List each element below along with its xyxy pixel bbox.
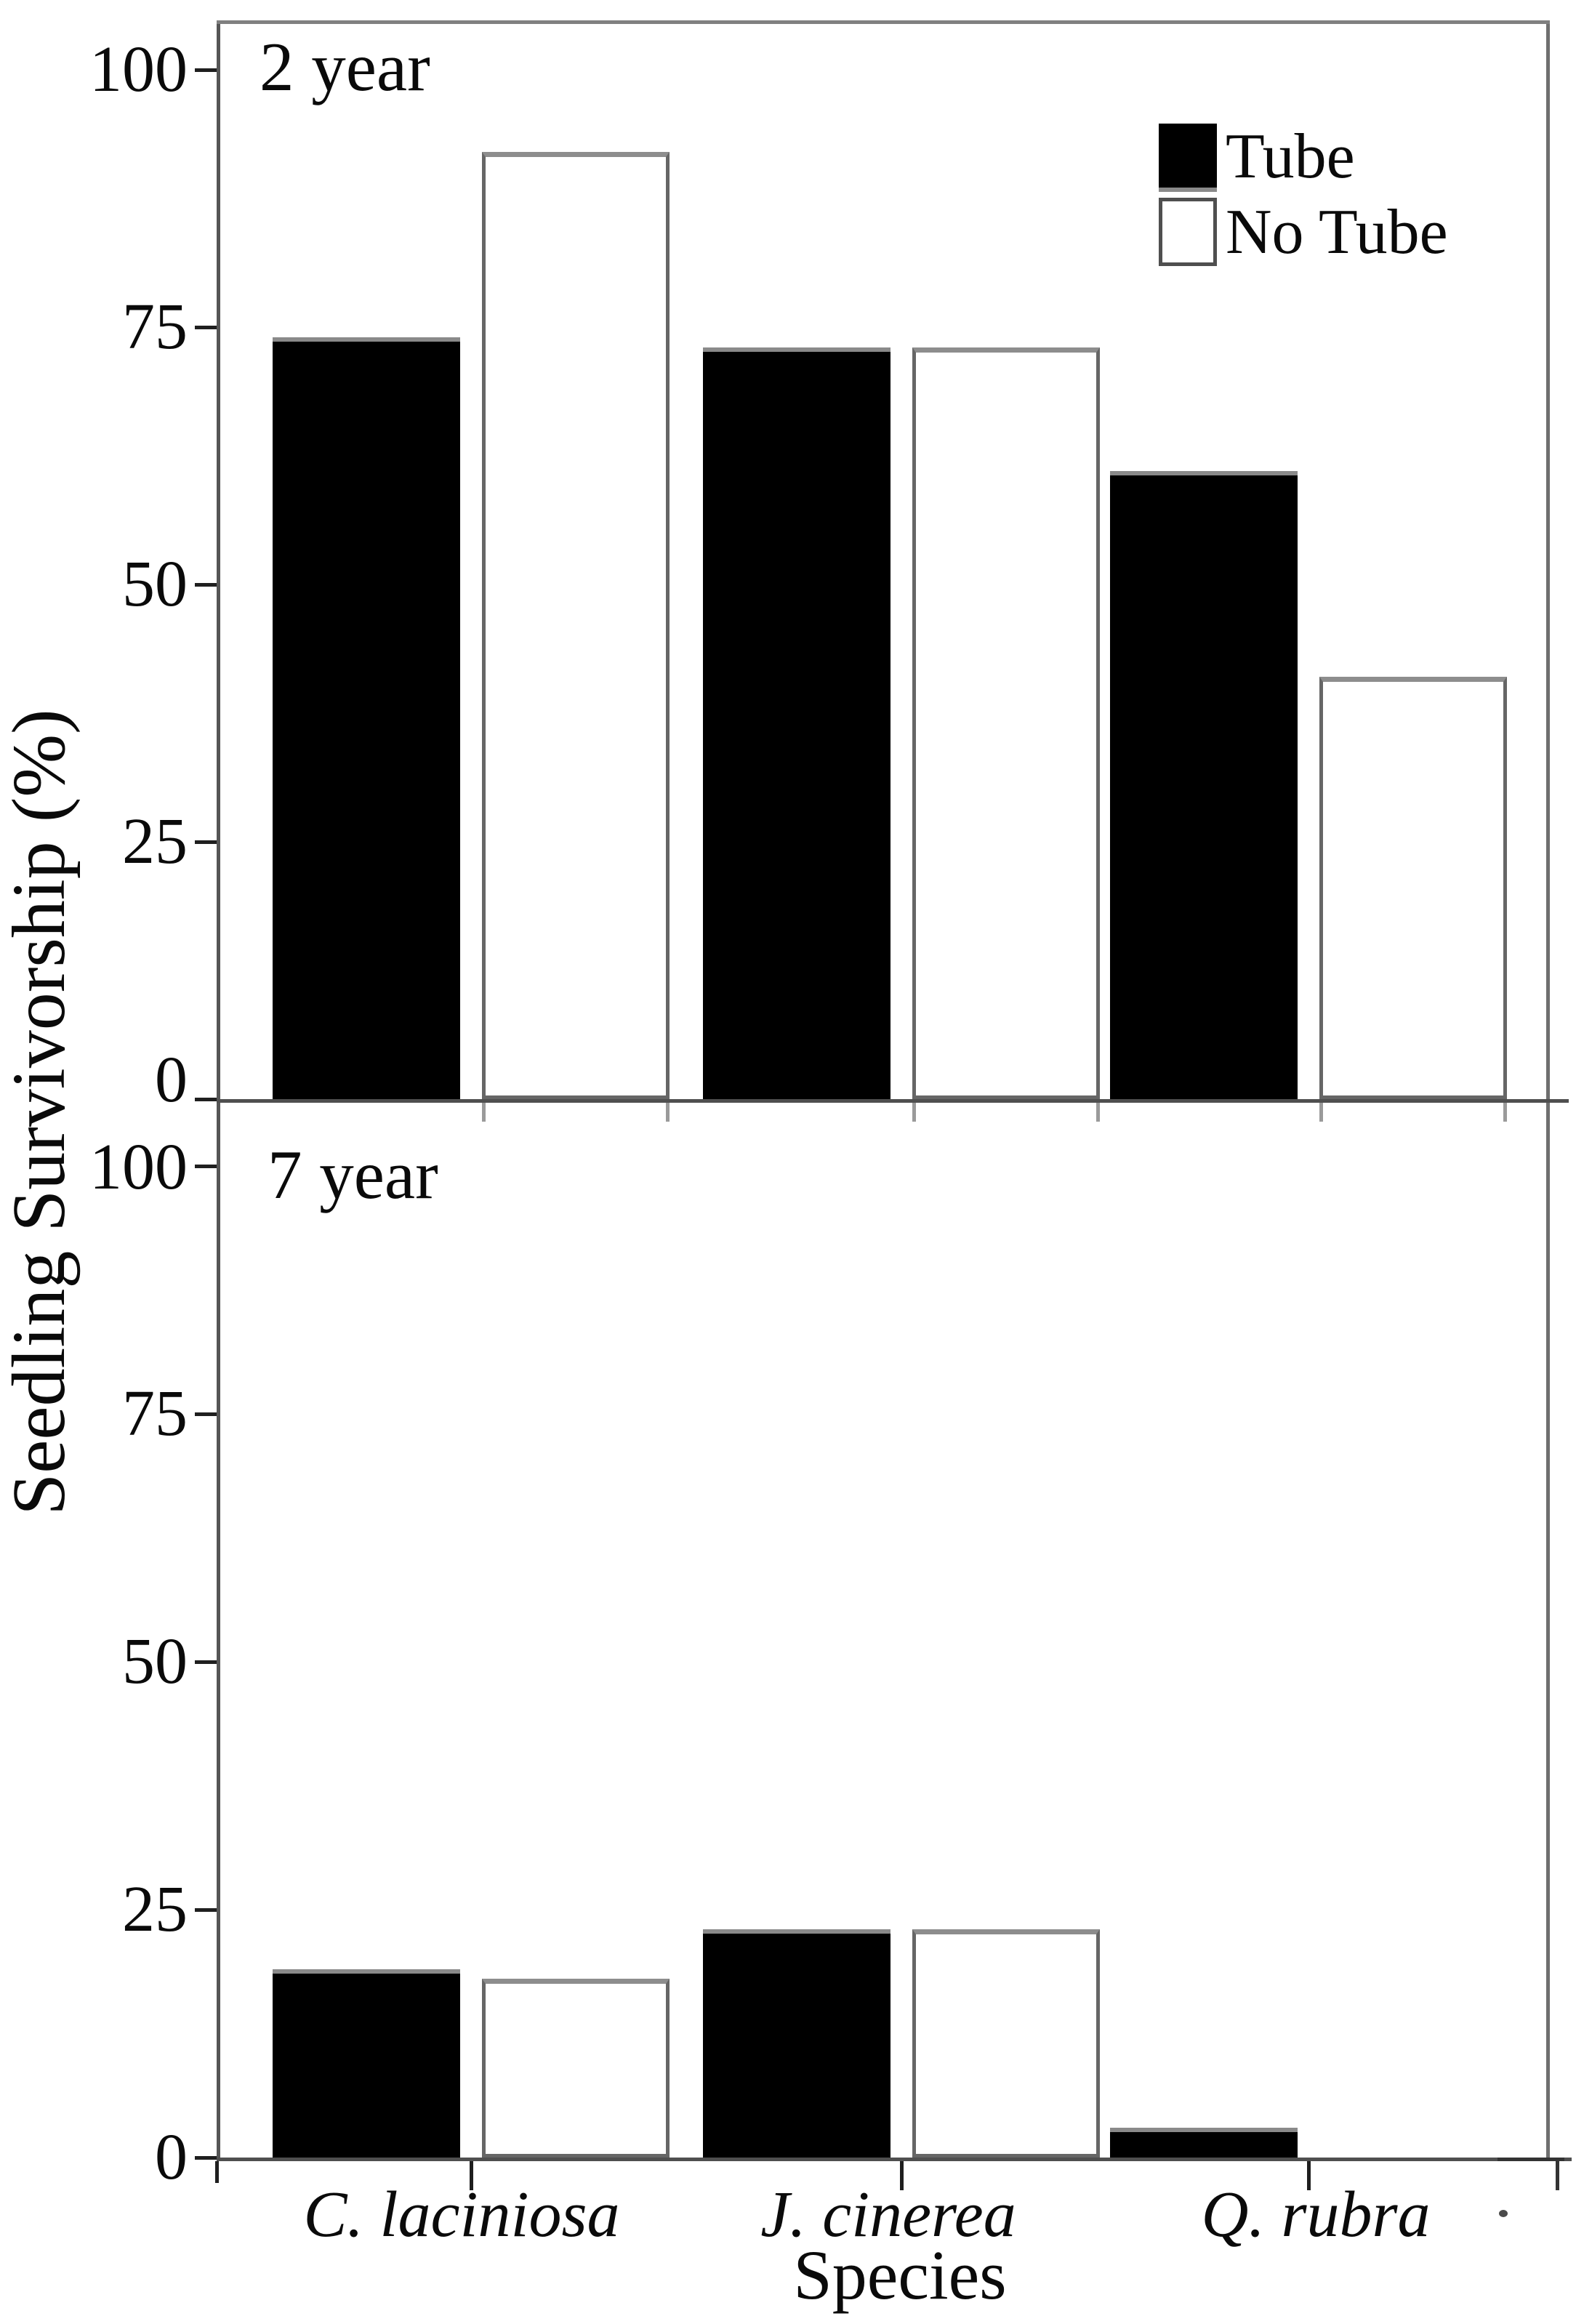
bar-outline-overhang (1503, 1103, 1507, 1122)
y-tick (195, 68, 217, 72)
y-tick-label-2yr-75: 75 (122, 291, 188, 363)
bar-outline-overhang (666, 1103, 670, 1122)
stray-dot (1499, 2210, 1508, 2217)
bar-no-tube-j-cinerea (912, 1929, 1100, 2158)
bar-tube-q-rubra (1110, 471, 1298, 1099)
y-axis-spine (217, 20, 220, 2161)
y-tick (195, 840, 217, 844)
legend-tube-label: Tube (1226, 121, 1355, 192)
x-tick (470, 2161, 473, 2190)
y-tick-label-7yr-0: 0 (155, 2121, 188, 2193)
panel-title-7-year: 7 year (268, 1136, 438, 1213)
bar-no-tube-c-laciniosa (482, 1979, 670, 2158)
bar-tube-j-cinerea (703, 347, 890, 1099)
x-tick-origin (215, 2161, 219, 2183)
bar-tube-c-laciniosa (273, 1969, 460, 2158)
y-tick-label-7yr-50: 50 (122, 1625, 188, 1697)
x-tick (900, 2161, 904, 2190)
legend-tube-swatch-icon (1159, 124, 1217, 192)
bottom-x-axis (217, 2158, 1572, 2161)
bar-no-tube-q-rubra (1319, 677, 1507, 1099)
y-tick (195, 1908, 217, 1912)
right-border (1546, 20, 1550, 2161)
y-tick (195, 2156, 217, 2160)
bar-tube-q-rubra (1110, 2128, 1298, 2158)
y-tick (195, 1165, 217, 1168)
bar-outline-overhang (1319, 1103, 1323, 1122)
panel-divider-axis (217, 1099, 1569, 1103)
bar-tube-c-laciniosa (273, 337, 460, 1099)
x-tick-label-j-cinerea: J. cinerea (760, 2179, 1016, 2251)
bar-outline-overhang (482, 1103, 486, 1122)
x-tick-label-c-laciniosa: C. laciniosa (303, 2179, 620, 2251)
y-tick-label-7yr-100: 100 (89, 1131, 188, 1203)
legend-no-tube-swatch-icon (1159, 198, 1217, 266)
bar-tube-j-cinerea (703, 1929, 890, 2158)
y-tick (195, 1412, 217, 1416)
top-border (217, 20, 1550, 24)
x-tick-label-q-rubra: Q. rubra (1201, 2179, 1431, 2251)
y-tick-label-2yr-0: 0 (155, 1044, 188, 1116)
bar-outline-overhang (1096, 1103, 1100, 1122)
x-axis-title: Species (793, 2236, 1007, 2314)
axis-end-cap (1497, 2158, 1564, 2161)
y-tick-label-2yr-25: 25 (122, 805, 188, 877)
axis-end-tick (1556, 2158, 1559, 2190)
bar-no-tube-c-laciniosa (482, 152, 670, 1099)
y-tick (195, 326, 217, 329)
bar-no-tube-j-cinerea (912, 347, 1100, 1099)
panel-title-2-year: 2 year (260, 28, 430, 105)
y-tick-label-2yr-50: 50 (122, 548, 188, 620)
y-tick (195, 1660, 217, 1664)
y-tick (195, 1098, 217, 1101)
y-tick-label-7yr-75: 75 (122, 1378, 188, 1450)
bar-outline-overhang (912, 1103, 916, 1122)
x-tick (1307, 2161, 1311, 2190)
y-tick-label-7yr-25: 25 (122, 1873, 188, 1945)
y-tick (195, 583, 217, 587)
legend-no-tube-label: No Tube (1226, 197, 1448, 268)
y-tick-label-2yr-100: 100 (89, 33, 188, 105)
